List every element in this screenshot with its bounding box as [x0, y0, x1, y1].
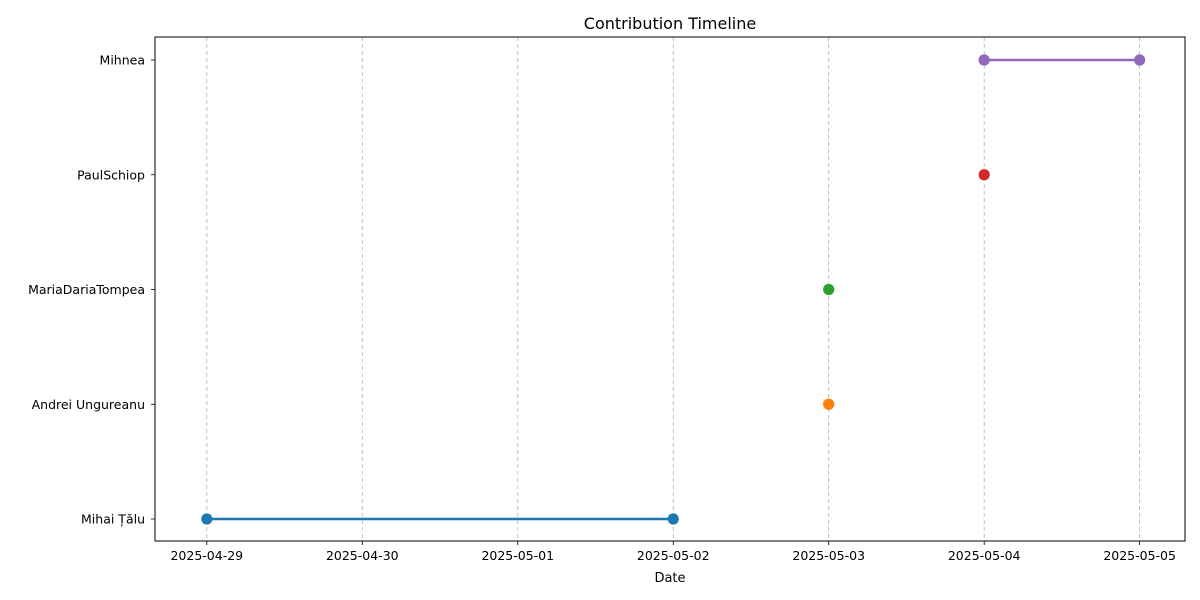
y-tick-label: MariaDariaTompea	[28, 282, 145, 297]
x-tick-label: 2025-05-02	[637, 548, 710, 563]
x-tick-label: 2025-04-30	[326, 548, 399, 563]
y-tick-label: Mihai Țălu	[81, 512, 145, 527]
x-tick-label: 2025-05-04	[948, 548, 1021, 563]
timeline-point	[823, 283, 835, 296]
y-tick-label: PaulSchiop	[77, 167, 145, 182]
x-axis-label: Date	[654, 571, 685, 586]
timeline-point	[823, 398, 835, 410]
timeline-point	[201, 513, 213, 525]
timeline-point	[978, 169, 990, 181]
chart-title: Contribution Timeline	[584, 14, 756, 33]
x-tick-label: 2025-04-29	[170, 548, 243, 563]
x-tick-label: 2025-05-05	[1103, 548, 1176, 563]
timeline-point	[1134, 54, 1146, 66]
grid	[206, 37, 1141, 541]
timeline-point	[667, 513, 679, 525]
y-tick-label: Andrei Ungureanu	[32, 397, 145, 412]
x-axis: 2025-04-29 2025-04-30 2025-05-01 2025-05-02…	[170, 541, 1176, 563]
y-tick-label: Mihnea	[100, 53, 145, 68]
timeline-point	[978, 54, 990, 66]
x-tick-label: 2025-05-03	[792, 548, 865, 563]
x-tick-label: 2025-05-01	[481, 548, 554, 563]
timeline-marks	[201, 54, 1146, 525]
plot-frame	[154, 36, 1186, 542]
y-axis: Mihai Țălu Andrei Ungureanu MariaDariaTomp…	[28, 53, 155, 527]
